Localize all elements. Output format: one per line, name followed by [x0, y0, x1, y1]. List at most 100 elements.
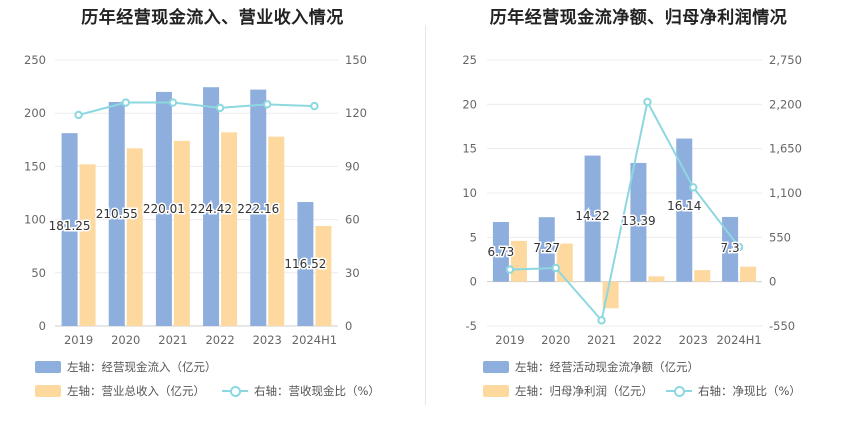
left-axis-tick-label: 50 [31, 266, 46, 280]
left-axis-tick-label: -5 [466, 319, 477, 333]
right-legend-label-1: 左轴：经营活动现金流净额（亿元） [515, 360, 699, 374]
left-axis-tick-label: 200 [24, 106, 46, 120]
right-legend-label-3: 右轴：净现比（%） [698, 384, 801, 398]
line-point [643, 97, 652, 107]
data-label-halo: 6.73 [488, 245, 515, 259]
bar-series-2 [648, 276, 665, 282]
line-point [121, 98, 130, 107]
x-axis-tick-label: 2020 [111, 333, 140, 347]
right-axis-tick-label: 2,200 [769, 97, 802, 111]
line-point [215, 103, 225, 113]
x-axis-tick-label: 2021 [587, 333, 616, 347]
line-point [168, 98, 178, 107]
bar-series-1 [203, 87, 220, 326]
data-label-halo: 220.01 [143, 202, 185, 216]
bar-series-2 [315, 225, 332, 326]
data-label: 7.3 [721, 241, 740, 255]
data-label-halo: 116.52 [284, 257, 326, 271]
bar-series-2 [173, 140, 190, 326]
bar-series-2 [556, 243, 573, 282]
bar-series-2 [268, 136, 285, 326]
data-label: 116.52 [284, 257, 326, 271]
bar-series-1 [676, 138, 693, 282]
bar-series-2 [694, 270, 711, 282]
data-label: 224.42 [190, 202, 232, 216]
legend-swatch-line [666, 385, 692, 397]
bar-series-1 [61, 133, 78, 326]
right-legend-label-2: 左轴：归母净利润（亿元） [515, 384, 653, 398]
left-chart-panel: 历年经营现金流入、营业收入情况 0 50 100 150 200 250 0 30 60 90 12… [24, 8, 380, 399]
line-point [263, 100, 272, 109]
data-label: 16.14 [667, 199, 701, 213]
legend-swatch-blue [483, 361, 509, 373]
x-axis-tick-label: 2019 [64, 333, 93, 347]
right-chart-svg: -5 0 5 10 15 20 25 -550 0 550 1,100 1,650 2,200 2,750… [462, 53, 802, 347]
line-point [689, 183, 698, 192]
data-label-halo: 16.14 [667, 199, 701, 213]
panel-divider [425, 25, 426, 405]
left-axis-tick-label: 5 [470, 230, 477, 244]
data-label: 7.27 [533, 241, 560, 255]
bar-series-2 [740, 266, 757, 282]
data-label: 210.55 [96, 207, 138, 221]
left-chart-svg: 0 50 100 150 200 250 0 30 60 90 120 150 2019 2020 2021… [24, 53, 367, 347]
legend-swatch-line [222, 385, 248, 397]
right-axis-tick-label: 1,100 [769, 186, 802, 200]
left-axis-tick-label: 100 [24, 213, 46, 227]
bar-series-2 [126, 148, 143, 326]
right-legend-item-1[interactable]: 左轴：经营活动现金流净额（亿元） [483, 359, 699, 375]
right-chart-title: 历年经营现金流净额、归母净利润情况 [489, 8, 788, 28]
right-axis-tick-label: 0 [769, 275, 776, 289]
left-legend-label-2: 左轴：营业总收入（亿元） [67, 384, 205, 398]
data-label: 181.25 [49, 219, 91, 233]
bar-series-2 [510, 240, 527, 282]
data-label-halo: 210.55 [96, 207, 138, 221]
data-label-halo: 13.39 [621, 214, 655, 228]
right-axis-tick-label: 30 [345, 266, 360, 280]
data-label-halo: 14.22 [575, 209, 609, 223]
right-legend-item-2[interactable]: 左轴：归母净利润（亿元） [483, 383, 653, 399]
x-axis-tick-label: 2021 [158, 333, 187, 347]
bar-series-1 [108, 101, 125, 327]
left-axis-tick-label: 250 [24, 53, 46, 67]
legend-swatch-orange [35, 385, 61, 397]
right-legend-item-3[interactable]: 右轴：净现比（%） [666, 383, 801, 399]
data-label: 220.01 [143, 202, 185, 216]
data-label: 14.22 [575, 209, 609, 223]
left-legend-item-3[interactable]: 右轴：营收现金比（%） [222, 383, 380, 399]
line-point [74, 110, 83, 120]
x-axis-tick-label: 2020 [541, 333, 570, 347]
bar-series-2 [79, 164, 96, 326]
bar-series-1 [155, 91, 172, 326]
x-axis-tick-label: 2022 [205, 333, 234, 347]
x-axis-tick-label: 2022 [633, 333, 662, 347]
legend-swatch-orange [483, 385, 509, 397]
right-axis-tick-label: 150 [345, 53, 367, 67]
line-series [509, 99, 740, 323]
right-axis-tick-label: 550 [769, 230, 791, 244]
data-label: 6.73 [488, 245, 515, 259]
x-axis-tick-label: 2024H1 [716, 333, 761, 347]
line-point [734, 242, 744, 252]
left-axis-tick-label: 15 [462, 142, 477, 156]
left-axis-tick-label: 25 [462, 53, 477, 67]
line-point [551, 263, 560, 273]
data-label: 13.39 [621, 214, 655, 228]
left-legend-label-1: 左轴：经营现金流入（亿元） [67, 360, 217, 374]
left-legend-item-2[interactable]: 左轴：营业总收入（亿元） [35, 383, 205, 399]
bar-series-1 [538, 217, 555, 282]
left-legend-item-1[interactable]: 左轴：经营现金流入（亿元） [35, 359, 217, 375]
x-axis-tick-label: 2019 [495, 333, 524, 347]
data-label-halo: 181.25 [49, 219, 91, 233]
bar-series-1 [250, 89, 267, 326]
bar-series-1 [492, 221, 509, 282]
right-chart-panel: 历年经营现金流净额、归母净利润情况 -5 0 5 10 15 20 25 -550 0 550 1,… [427, 0, 850, 437]
line-point [505, 265, 515, 274]
right-axis-tick-label: 2,750 [769, 53, 802, 67]
bar-series-1 [584, 155, 601, 282]
x-axis-tick-label: 2023 [679, 333, 708, 347]
bar-series-1 [722, 216, 739, 282]
right-axis-tick-label: 120 [345, 106, 367, 120]
right-axis-tick-label: 60 [345, 213, 360, 227]
data-label-halo: 222.16 [237, 202, 279, 216]
